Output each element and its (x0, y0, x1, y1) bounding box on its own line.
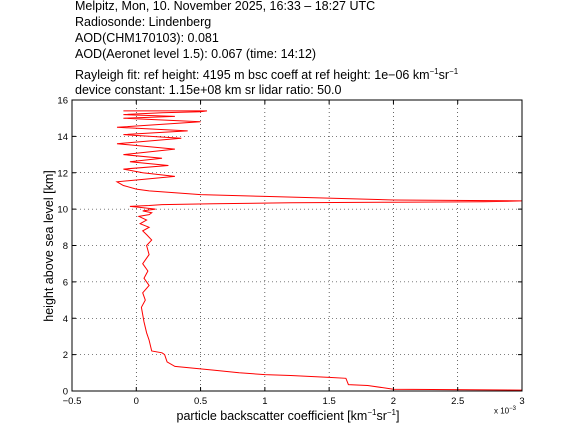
header-line-4: AOD(Aeronet level 1.5): 0.067 (time: 14:… (75, 47, 317, 61)
x-tick-label: −0.5 (63, 396, 82, 407)
header-line-1: Melpitz, Mon, 10. November 2025, 16:33 –… (75, 0, 376, 13)
header-line-5-text-a: Rayleigh fit: ref height: 4195 m bsc coe… (75, 68, 430, 83)
x-axis-multiplier: x 10−3 (494, 406, 516, 416)
y-axis-label: height above sea level [km] (42, 170, 56, 322)
y-tick-label: 14 (57, 132, 68, 143)
x-tick-label: 1 (262, 396, 267, 407)
header-line-5: Rayleigh fit: ref height: 4195 m bsc coe… (75, 64, 458, 83)
x-tick-label: 2.5 (451, 396, 464, 407)
x-axis-label-sup-1: −1 (367, 408, 377, 417)
y-tick-label: 10 (57, 205, 68, 216)
x-axis-multiplier-exponent: −3 (509, 406, 516, 412)
y-tick-label: 4 (63, 314, 68, 325)
header-line-2: Radiosonde: Lindenberg (75, 15, 212, 29)
x-tick-label: 1.5 (323, 396, 336, 407)
x-tick-label: 3 (519, 396, 524, 407)
x-axis-label-text-b: sr (376, 409, 387, 424)
y-tick-label: 0 (63, 387, 68, 398)
backscatter-profile-line (115, 110, 523, 391)
x-axis-label-text-c: ] (396, 409, 400, 424)
x-tick-label: 0 (134, 396, 139, 407)
y-tick-label: 16 (57, 96, 68, 107)
header-line-6: device constant: 1.15e+08 km sr lidar ra… (75, 83, 342, 97)
header-line-5-text-b: sr (438, 68, 450, 83)
y-tick-label: 8 (63, 241, 68, 252)
header-line-5-sup-2: −1 (449, 67, 459, 76)
y-tick-label: 6 (63, 277, 68, 288)
x-axis-label-text-a: particle backscatter coefficient [km (176, 409, 368, 424)
y-tick-label: 12 (57, 168, 68, 179)
x-axis-multiplier-base: x 10 (494, 406, 510, 416)
x-tick-label: 2 (391, 396, 396, 407)
x-axis-label-sup-2: −1 (386, 408, 396, 417)
header-line-5-sup-1: −1 (429, 67, 439, 76)
x-axis-label: particle backscatter coefficient [km−1sr… (0, 408, 576, 423)
x-tick-label: 0.5 (194, 396, 207, 407)
y-tick-label: 2 (63, 350, 68, 361)
header-line-3: AOD(CHM170103): 0.081 (75, 31, 219, 45)
